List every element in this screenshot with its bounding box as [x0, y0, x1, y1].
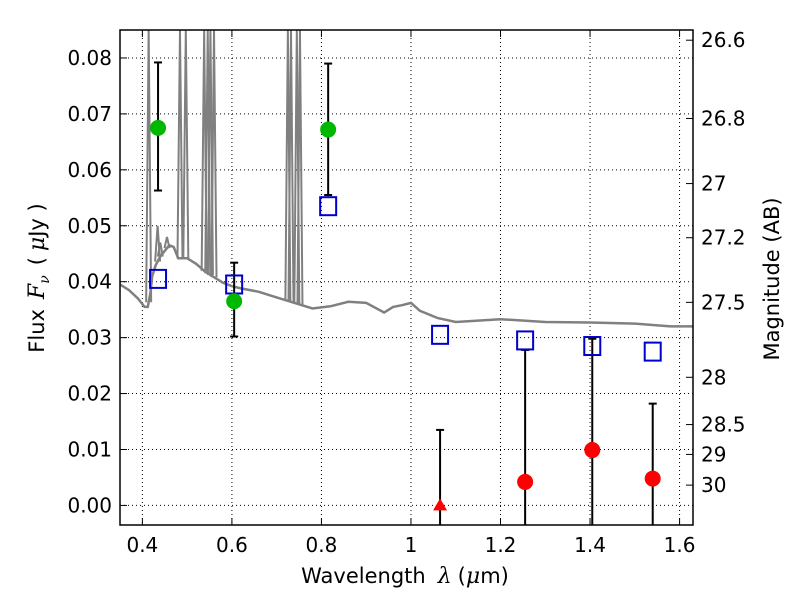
- mag-tick-label: 30: [701, 473, 726, 497]
- y-tick-label: 0.02: [67, 382, 112, 406]
- plot-frame: [119, 29, 694, 526]
- spectrum-emission-line: [145, 29, 153, 303]
- model-photometry-square: [643, 341, 662, 362]
- spectrum-emission-line: [287, 29, 295, 302]
- x-tick-label: 0.6: [216, 533, 248, 557]
- model-photometry-square: [583, 336, 602, 357]
- mag-tick-label: 26.8: [701, 106, 746, 130]
- axes: [119, 29, 694, 526]
- mag-tick-label: 28: [701, 365, 726, 389]
- spectrum-emission-line: [210, 29, 218, 278]
- x-tick-label: 1.4: [574, 533, 606, 557]
- mag-tick-label: 27.2: [701, 226, 746, 250]
- data-markers: [149, 61, 662, 525]
- spectrum-continuum: [119, 243, 693, 328]
- mag-tick-label: 27: [701, 172, 726, 196]
- spectrum-emission-line: [163, 236, 171, 249]
- tick-labels: 0.4 0.6 0.8 1 1.2 1.4 1.6 0.00 0.01 0.02 0.03 0.04 0…: [67, 28, 745, 557]
- y-tick-label: 0.07: [67, 102, 112, 126]
- x-tick-label: 1: [405, 533, 418, 557]
- x-tick-label: 1.6: [664, 533, 696, 557]
- mag-tick-label: 27.5: [701, 290, 746, 314]
- non-detection-point: [584, 442, 601, 459]
- non-detection-point: [644, 470, 661, 487]
- grid-lines: [120, 30, 693, 525]
- y-axis-label: FluxFν(μJy ): [25, 203, 53, 352]
- detection-point: [320, 121, 337, 138]
- x-tick-label: 1.2: [485, 533, 517, 557]
- y-tick-label: 0.01: [67, 437, 112, 461]
- y-tick-label: 0.04: [67, 270, 112, 294]
- non-detection-point: [517, 473, 534, 490]
- x-tick-label: 0.4: [126, 533, 158, 557]
- y-tick-label: 0.00: [67, 493, 112, 517]
- mag-tick-label: 28.5: [701, 413, 746, 437]
- upper-limit-triangle: [433, 498, 448, 511]
- x-tick-label: 0.8: [306, 533, 338, 557]
- spectrum-emission-line: [296, 29, 304, 305]
- spectrum-emission-line: [176, 29, 184, 259]
- x-axis-label: Wavelength λ (μm): [301, 564, 509, 589]
- spectrum-emission-line: [182, 29, 190, 259]
- y-tick-label: 0.08: [67, 46, 112, 70]
- detection-point: [150, 119, 167, 136]
- mag-tick-label: 26.6: [701, 28, 746, 52]
- detection-point: [226, 293, 243, 310]
- model-photometry-square: [516, 330, 535, 351]
- model-photometry-square: [431, 324, 450, 345]
- model-photometry-square: [149, 268, 168, 289]
- y2-axis-label: Magnitude (AB): [760, 197, 784, 360]
- y-tick-label: 0.03: [67, 326, 112, 350]
- mag-tick-label: 29: [701, 442, 726, 466]
- model-spectrum: [119, 29, 693, 328]
- model-photometry-square: [319, 196, 338, 217]
- spectrum-emission-line: [156, 242, 164, 257]
- y-tick-label: 0.06: [67, 158, 112, 182]
- y-tick-label: 0.05: [67, 214, 112, 238]
